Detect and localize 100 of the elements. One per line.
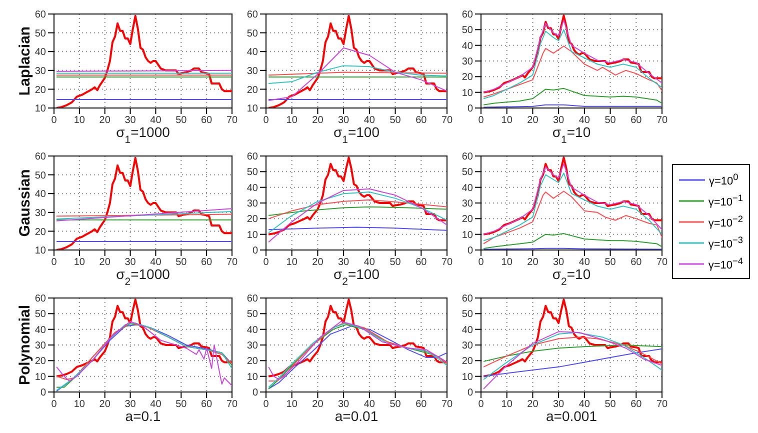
x-tick-label: 50 — [604, 257, 616, 268]
y-tick-label: 30 — [246, 340, 258, 352]
x-axis-title: σ$_{2}$=10 — [552, 266, 591, 288]
y-tick-label: 50 — [462, 309, 474, 320]
x-axis-title: σ$_{1}$=1000 — [116, 124, 170, 146]
y-tick-label: 0 — [252, 246, 258, 257]
y-tick-label: 60 — [246, 152, 258, 163]
y-tick-label: 20 — [462, 356, 474, 368]
y-tick-label: 50 — [462, 167, 474, 178]
y-tick-label: 10 — [34, 372, 46, 383]
line-series — [483, 190, 662, 244]
legend-label: γ=10$^{−3}$ — [708, 234, 743, 250]
line-series — [483, 233, 662, 249]
x-tick-label: 70 — [656, 115, 668, 126]
x-tick-label: 10 — [501, 257, 513, 268]
y-tick-label: 50 — [246, 167, 258, 178]
line-series — [483, 331, 662, 390]
x-tick-label: 10 — [501, 115, 513, 126]
x-tick-label: 70 — [441, 399, 453, 410]
x-tick-label: 50 — [604, 115, 616, 126]
x-tick-label: 70 — [441, 115, 453, 126]
line-series — [483, 348, 662, 377]
y-tick-label: 50 — [34, 309, 46, 320]
x-tick-label: 40 — [150, 257, 162, 268]
x-tick-label: 60 — [416, 399, 428, 410]
x-tick-label: 50 — [604, 399, 616, 410]
y-tick-label: 10 — [246, 104, 258, 115]
x-tick-label: 0 — [478, 115, 484, 126]
x-tick-label: 60 — [630, 257, 642, 268]
x-tick-label: 30 — [338, 257, 350, 268]
x-tick-label: 50 — [176, 257, 188, 268]
y-tick-label: 10 — [34, 104, 46, 115]
line-series — [483, 46, 662, 98]
x-tick-label: 20 — [312, 257, 324, 268]
line-series — [482, 298, 662, 378]
x-tick-label: 20 — [527, 257, 539, 268]
x-tick-label: 60 — [201, 399, 213, 410]
y-tick-label: 20 — [246, 84, 258, 96]
y-tick-label: 50 — [34, 170, 46, 182]
y-tick-label: 30 — [246, 66, 258, 77]
x-tick-label: 0 — [51, 257, 58, 268]
x-tick-label: 10 — [74, 399, 86, 410]
line-series — [483, 332, 662, 380]
line-series — [483, 344, 662, 362]
x-axis-title: σ$_{1}$=10 — [552, 124, 591, 146]
x-tick-label: 30 — [124, 115, 136, 126]
y-tick-label: 60 — [246, 294, 258, 305]
y-tick-label: 40 — [246, 324, 258, 336]
legend-label: γ=10$^{0}$ — [709, 172, 738, 188]
legend-label: γ=10$^{−4}$ — [708, 256, 743, 272]
x-tick-label: 40 — [364, 399, 376, 410]
x-tick-label: 40 — [578, 399, 590, 410]
x-tick-label: 30 — [338, 399, 350, 410]
x-tick-label: 0 — [478, 257, 484, 268]
x-tick-label: 30 — [553, 399, 565, 410]
x-tick-label: 10 — [286, 399, 298, 410]
x-tick-label: 30 — [124, 399, 136, 410]
x-axis-title: σ$_{1}$=100 — [333, 124, 380, 146]
x-tick-label: 50 — [390, 257, 402, 268]
y-tick-label: 0 — [467, 388, 474, 399]
x-tick-label: 40 — [578, 257, 590, 268]
x-tick-label: 0 — [263, 399, 270, 410]
y-tick-label: 40 — [462, 182, 474, 194]
y-tick-label: 0 — [40, 388, 46, 399]
x-tick-label: 10 — [74, 115, 86, 126]
x-tick-label: 20 — [527, 399, 539, 410]
x-tick-label: 50 — [390, 399, 402, 410]
y-tick-label: 20 — [34, 226, 46, 238]
x-tick-label: 40 — [150, 399, 162, 410]
y-tick-label: 10 — [462, 88, 474, 99]
x-tick-label: 70 — [226, 399, 238, 410]
x-axis-title: σ$_{2}$=100 — [333, 266, 380, 288]
legend-label: γ=10$^{−2}$ — [708, 214, 743, 230]
x-tick-label: 20 — [312, 115, 324, 126]
x-tick-label: 20 — [527, 115, 539, 126]
line-series — [268, 199, 447, 220]
y-axis-title: Gaussian — [16, 169, 34, 237]
y-tick-label: 40 — [462, 40, 474, 52]
line-series — [268, 206, 447, 216]
y-tick-label: 40 — [246, 182, 258, 194]
x-tick-label: 10 — [74, 257, 86, 268]
y-tick-label: 40 — [462, 324, 474, 336]
x-tick-label: 70 — [226, 115, 238, 126]
line-series — [56, 298, 232, 378]
x-tick-label: 60 — [630, 399, 642, 410]
legend-label: γ=10$^{−1}$ — [708, 192, 743, 208]
line-series — [268, 47, 447, 101]
x-tick-label: 70 — [226, 257, 238, 268]
x-tick-label: 10 — [501, 399, 513, 410]
x-tick-label: 40 — [150, 115, 162, 126]
y-tick-label: 30 — [34, 340, 46, 352]
y-tick-label: 30 — [462, 56, 474, 68]
y-tick-label: 20 — [462, 72, 474, 84]
y-tick-label: 40 — [34, 324, 46, 336]
line-series — [268, 192, 447, 234]
x-tick-label: 60 — [201, 257, 213, 268]
y-tick-label: 60 — [462, 10, 474, 21]
y-tick-label: 0 — [467, 246, 474, 257]
x-axis-title: σ$_{2}$=1000 — [116, 266, 170, 288]
x-tick-label: 70 — [656, 399, 668, 410]
